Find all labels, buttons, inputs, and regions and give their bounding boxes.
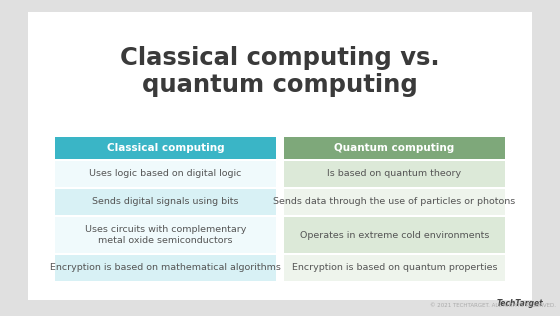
Text: Uses circuits with complementary
metal oxide semiconductors: Uses circuits with complementary metal o… [85,225,246,246]
Text: Classical computing vs.: Classical computing vs. [120,46,440,70]
FancyBboxPatch shape [284,137,505,159]
FancyBboxPatch shape [55,161,276,187]
Text: Classical computing: Classical computing [107,143,225,153]
Text: quantum computing: quantum computing [142,73,418,97]
FancyBboxPatch shape [55,137,276,159]
Text: TechTarget: TechTarget [496,299,543,308]
FancyBboxPatch shape [55,189,276,215]
Text: Encryption is based on mathematical algorithms: Encryption is based on mathematical algo… [50,264,281,272]
FancyBboxPatch shape [284,189,505,215]
Text: Sends data through the use of particles or photons: Sends data through the use of particles … [273,198,516,206]
Text: Quantum computing: Quantum computing [334,143,455,153]
Text: Uses logic based on digital logic: Uses logic based on digital logic [89,169,242,179]
FancyBboxPatch shape [55,217,276,253]
FancyBboxPatch shape [284,161,505,187]
Text: Operates in extreme cold environments: Operates in extreme cold environments [300,230,489,240]
Text: © 2021 TECHTARGET. ALL RIGHTS RESERVED.: © 2021 TECHTARGET. ALL RIGHTS RESERVED. [430,303,556,308]
FancyBboxPatch shape [284,255,505,281]
FancyBboxPatch shape [28,12,532,300]
Text: Is based on quantum theory: Is based on quantum theory [328,169,461,179]
Text: Encryption is based on quantum properties: Encryption is based on quantum propertie… [292,264,497,272]
FancyBboxPatch shape [284,217,505,253]
FancyBboxPatch shape [55,255,276,281]
Text: Sends digital signals using bits: Sends digital signals using bits [92,198,239,206]
